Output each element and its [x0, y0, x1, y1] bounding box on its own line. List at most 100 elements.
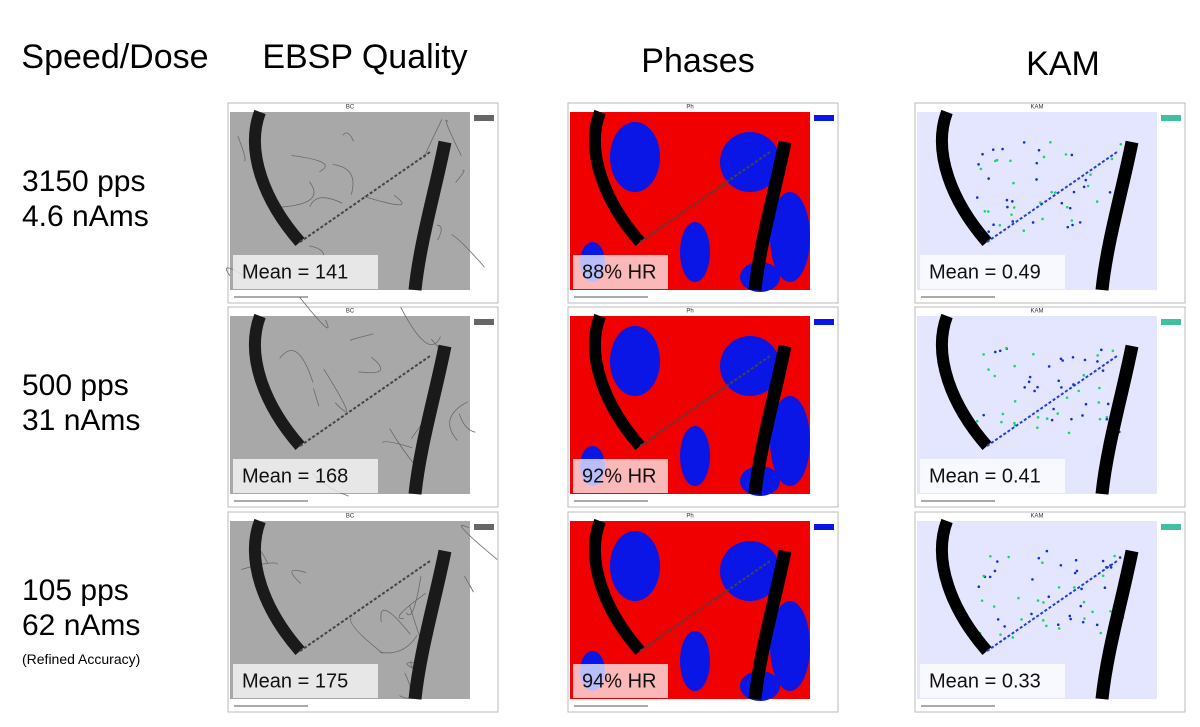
crack: [408, 549, 452, 700]
deformation-zone: [639, 355, 771, 447]
grain-boundary: [460, 524, 498, 560]
kam-speck: [1086, 184, 1090, 188]
kam-speck: [1036, 599, 1040, 602]
kam-speck: [1023, 386, 1026, 389]
value-box: [573, 664, 668, 698]
kam-speck: [991, 148, 995, 151]
kam-speck: [1010, 213, 1013, 216]
panel-title: Ph: [686, 514, 693, 520]
colour-key: [1161, 319, 1181, 325]
crack: [748, 549, 792, 700]
value-box: [920, 459, 1065, 493]
kam-speck: [977, 163, 980, 166]
panel-title: KAM: [1030, 514, 1043, 520]
kam-speck: [999, 633, 1002, 637]
panel-title: KAM: [1030, 309, 1043, 315]
value-label: Mean = 168: [242, 465, 348, 487]
kam-speck: [998, 223, 1002, 227]
crack: [408, 344, 452, 495]
colour-key: [814, 524, 834, 530]
grain-boundary: [332, 164, 354, 195]
kam-speck: [980, 599, 984, 602]
map-features: [977, 549, 1128, 641]
kam-speck: [1100, 348, 1103, 352]
panel-title: BC: [346, 514, 355, 520]
kam-speck: [1050, 190, 1053, 194]
dose-label: 4.6 nAms: [22, 200, 149, 233]
kam-speck: [982, 413, 985, 417]
kam-speck: [1068, 614, 1072, 618]
kam-speck: [982, 353, 985, 356]
kam-speck: [1041, 561, 1044, 564]
grain-boundary: [358, 356, 382, 374]
kam-speck: [1056, 623, 1060, 626]
kam-speck: [1007, 555, 1011, 559]
kam-speck: [1096, 354, 1100, 357]
kam-speck: [1005, 346, 1008, 350]
kam-speck: [1001, 412, 1005, 416]
kam-speck: [1031, 221, 1035, 224]
deformation-zone: [299, 151, 431, 243]
kam-speck: [989, 554, 992, 558]
kam-speck: [1110, 157, 1114, 161]
kam-speck: [1031, 578, 1034, 581]
kam-speck: [1077, 389, 1081, 393]
value-label: Mean = 0.41: [929, 465, 1041, 487]
kam-speck: [1009, 159, 1012, 163]
kam-speck: [988, 575, 992, 579]
kam-speck: [1072, 586, 1076, 589]
value-box: [573, 459, 668, 493]
grain-boundary: [379, 635, 418, 654]
colour-key: [1161, 115, 1181, 121]
kam-speck: [1030, 612, 1033, 616]
grain-boundary: [350, 617, 384, 654]
value-box: [920, 664, 1065, 698]
kam-speck: [1105, 415, 1109, 419]
speed-label: 105 pps: [22, 574, 129, 607]
value-label: 88% HR: [582, 261, 656, 283]
kam-speck: [1041, 217, 1044, 221]
kam-speck: [1035, 161, 1039, 165]
kam-speck: [998, 349, 1002, 353]
phase-region: [680, 426, 710, 486]
deformation-zone: [639, 560, 771, 652]
kam-speck: [1005, 198, 1009, 202]
kam-speck: [987, 230, 990, 233]
phase-region: [680, 222, 710, 282]
value-label: Mean = 141: [242, 261, 348, 283]
kam-speck: [1065, 205, 1069, 209]
kam-speck: [1089, 173, 1092, 176]
kam-speck: [1103, 586, 1107, 590]
speed-label: 500 pps: [22, 369, 129, 402]
grain-boundary: [437, 224, 442, 241]
kam-speck: [1080, 587, 1083, 591]
value-label: Mean = 0.49: [929, 261, 1041, 283]
deformation-zone: [299, 355, 431, 447]
grain-boundary: [291, 569, 307, 584]
kam-speck: [987, 177, 990, 180]
kam-speck: [1056, 412, 1060, 415]
kam-speck: [1035, 178, 1038, 181]
kam-speck: [1042, 601, 1045, 604]
kam-speck: [1017, 596, 1020, 600]
kam-speck: [1084, 402, 1088, 406]
panel-title: BC: [346, 105, 355, 111]
kam-speck: [993, 350, 997, 354]
kam-speck: [1013, 399, 1017, 403]
crack: [1095, 549, 1139, 700]
kam-speck: [1037, 556, 1041, 560]
kam-speck: [1105, 417, 1109, 421]
kam-speck: [1052, 407, 1055, 411]
colour-key: [814, 115, 834, 121]
kam-speck: [1050, 418, 1054, 422]
kam-speck: [1109, 609, 1112, 613]
kam-speck: [1059, 563, 1063, 567]
kam-speck: [1118, 556, 1122, 559]
column-header: Speed/Dose: [21, 38, 208, 76]
kam-speck: [1045, 549, 1049, 553]
kam-speck: [1037, 148, 1041, 152]
kam-speck: [1070, 153, 1074, 157]
crack: [935, 109, 992, 246]
kam-speck: [1108, 190, 1112, 194]
